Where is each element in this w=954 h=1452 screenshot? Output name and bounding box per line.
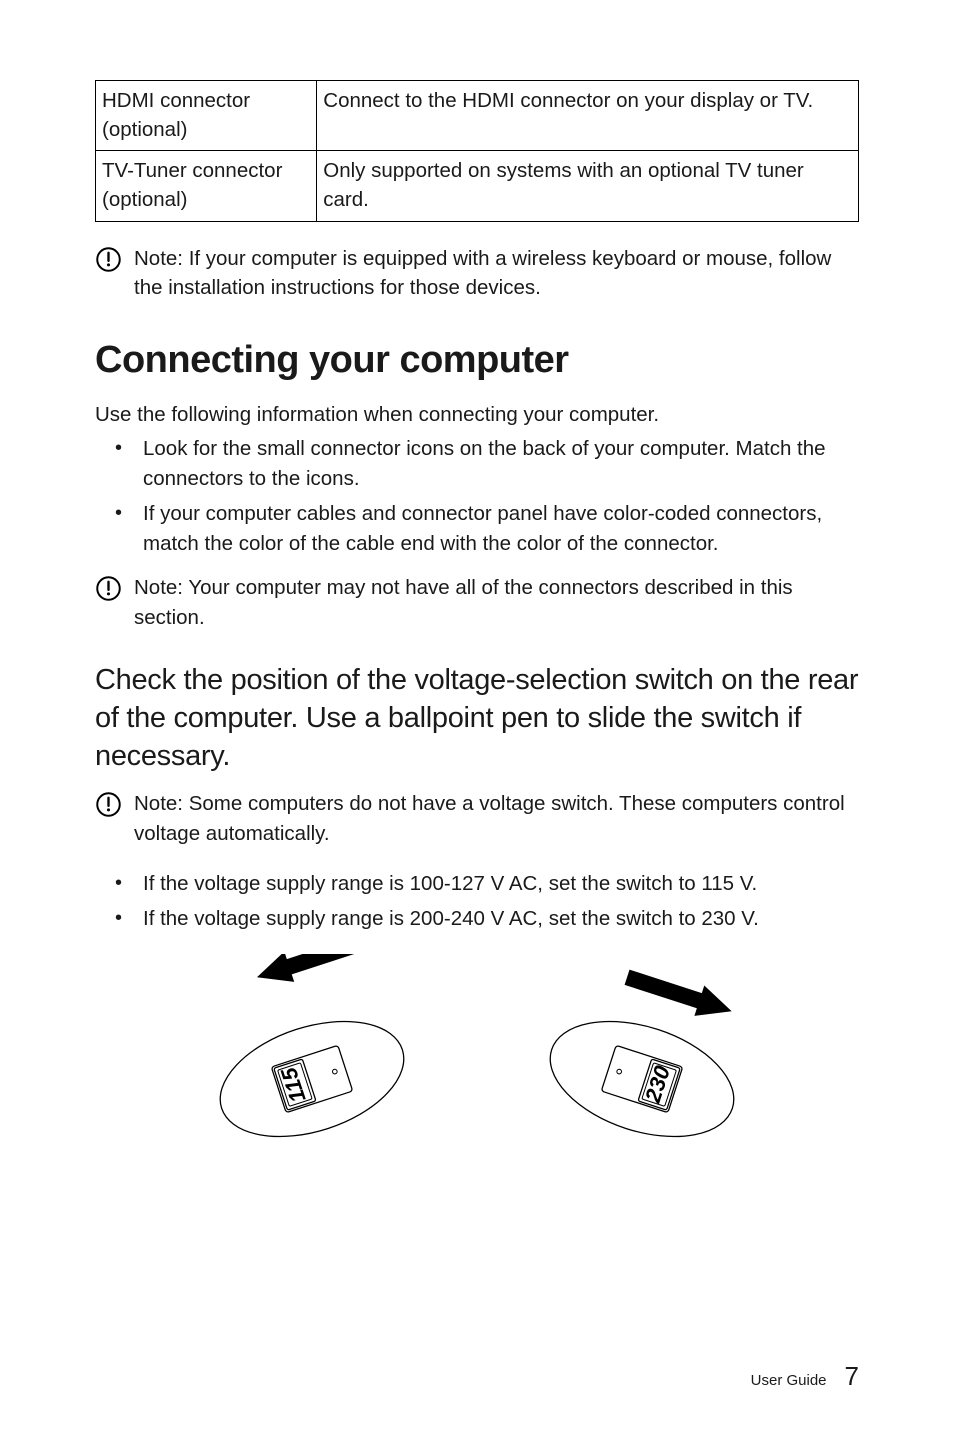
- table-cell-connector: TV-Tuner connector (optional): [96, 151, 317, 221]
- voltage-switch-diagrams: 115 230: [95, 954, 859, 1154]
- footer-label: User Guide: [751, 1372, 827, 1389]
- note-block: Note: If your computer is equipped with …: [95, 244, 859, 303]
- subsection-heading: Check the position of the voltage-select…: [95, 662, 859, 775]
- intro-text: Use the following information when conne…: [95, 400, 859, 430]
- note-text: Note: Some computers do not have a volta…: [134, 789, 859, 848]
- bullet-list: Look for the small connector icons on th…: [95, 434, 859, 559]
- table-row: TV-Tuner connector (optional) Only suppo…: [96, 151, 859, 221]
- section-heading: Connecting your computer: [95, 339, 859, 382]
- list-item: If the voltage supply range is 200-240 V…: [95, 904, 859, 934]
- note-text: Note: If your computer is equipped with …: [134, 244, 859, 303]
- table-cell-description: Only supported on systems with an option…: [317, 151, 859, 221]
- attention-icon: [95, 791, 122, 818]
- attention-icon: [95, 575, 122, 602]
- note-label: Note:: [134, 247, 183, 270]
- table-cell-connector: HDMI connector (optional): [96, 81, 317, 151]
- list-item: If the voltage supply range is 100-127 V…: [95, 869, 859, 899]
- list-item: Look for the small connector icons on th…: [95, 434, 859, 493]
- note-label: Note:: [134, 792, 183, 815]
- connector-table: HDMI connector (optional) Connect to the…: [95, 80, 859, 222]
- table-row: HDMI connector (optional) Connect to the…: [96, 81, 859, 151]
- bullet-list: If the voltage supply range is 100-127 V…: [95, 869, 859, 934]
- note-body: If your computer is equipped with a wire…: [134, 247, 831, 300]
- page-footer: User Guide 7: [751, 1361, 859, 1392]
- table-cell-description: Connect to the HDMI connector on your di…: [317, 81, 859, 151]
- note-body: Some computers do not have a voltage swi…: [134, 792, 845, 845]
- list-item: If your computer cables and connector pa…: [95, 499, 859, 558]
- voltage-switch-115: 115: [197, 954, 427, 1154]
- voltage-switch-230: 230: [527, 954, 757, 1154]
- attention-icon: [95, 246, 122, 273]
- page-number: 7: [845, 1361, 859, 1392]
- note-block: Note: Some computers do not have a volta…: [95, 789, 859, 848]
- note-body: Your computer may not have all of the co…: [134, 576, 793, 629]
- note-text: Note: Your computer may not have all of …: [134, 573, 859, 632]
- note-block: Note: Your computer may not have all of …: [95, 573, 859, 632]
- note-label: Note:: [134, 576, 183, 599]
